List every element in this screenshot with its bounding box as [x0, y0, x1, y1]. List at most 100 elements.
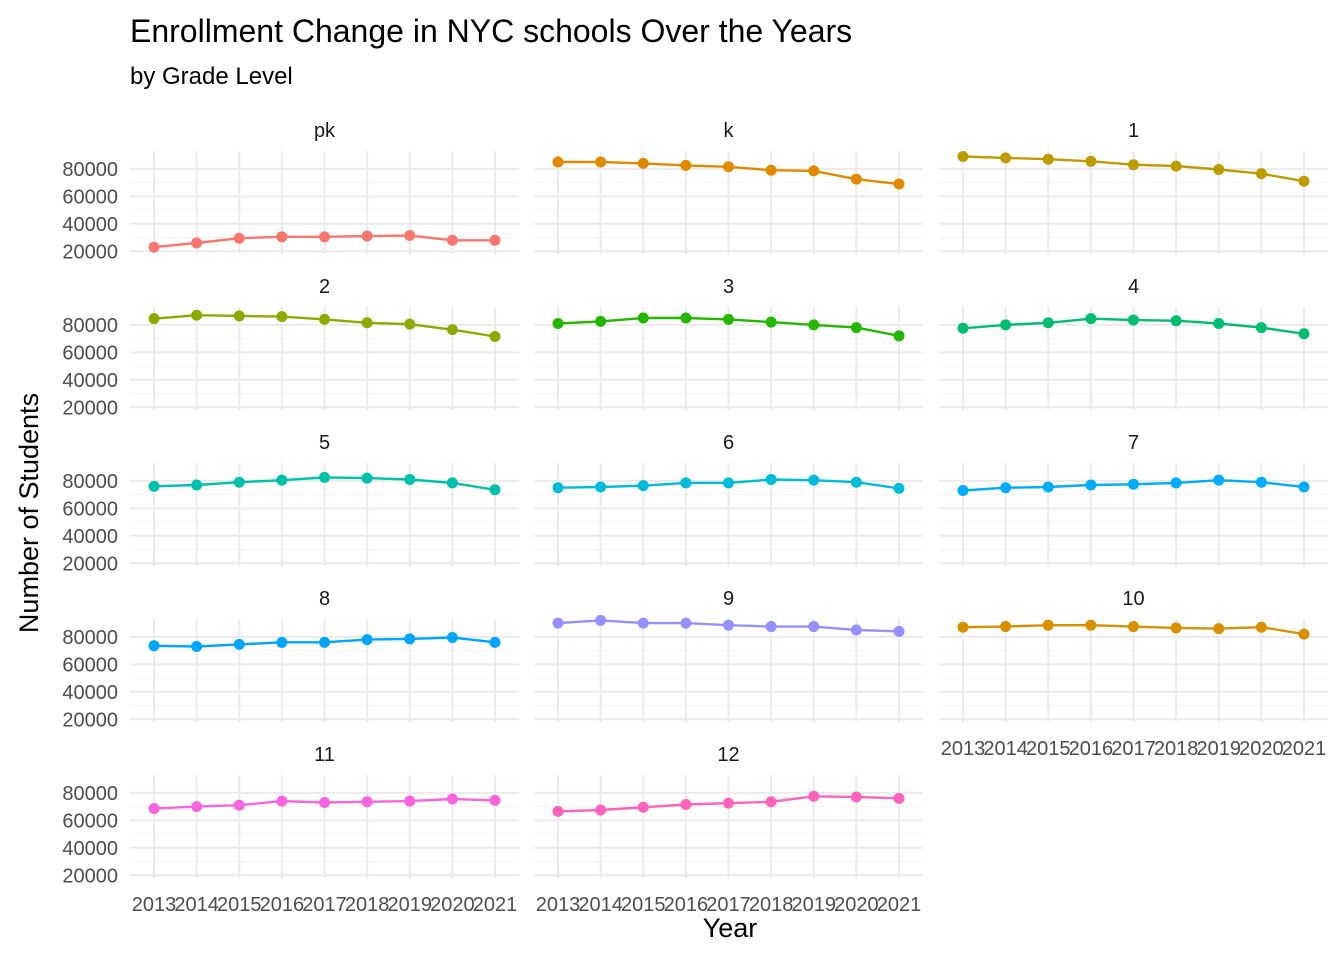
data-point: [404, 318, 416, 330]
facet-label: 7: [1128, 432, 1139, 454]
y-tick-label: 80000: [62, 159, 118, 181]
x-tick-label: 2021: [877, 894, 922, 916]
facet-panel-4: 4: [939, 276, 1328, 410]
data-point: [276, 636, 288, 648]
facet-panel-5: 5 20000 40000 60000 80000: [62, 432, 519, 575]
data-point: [1085, 479, 1097, 491]
facet-label: 5: [319, 432, 330, 454]
data-point: [765, 621, 777, 633]
data-point: [361, 796, 373, 808]
x-tick-label: 2020: [430, 894, 475, 916]
y-tick-label: 60000: [62, 498, 118, 520]
x-tick-label: 2018: [749, 894, 794, 916]
data-point: [680, 477, 692, 489]
data-point: [233, 232, 245, 244]
data-point: [489, 234, 501, 246]
data-point: [850, 624, 862, 636]
data-point: [1170, 622, 1182, 634]
x-axis-title: Year: [703, 913, 758, 943]
data-point: [233, 476, 245, 488]
data-point: [489, 636, 501, 648]
data-point: [552, 805, 564, 817]
data-point: [446, 632, 458, 644]
data-point: [595, 156, 607, 168]
data-point: [552, 617, 564, 629]
data-point: [850, 173, 862, 185]
data-point: [957, 484, 969, 496]
x-tick-label: 2013: [941, 738, 986, 760]
x-tick-label: 2019: [1197, 738, 1242, 760]
data-point: [595, 804, 607, 816]
data-point: [1170, 160, 1182, 172]
facet-panel-7: 7: [939, 432, 1328, 566]
data-point: [1085, 619, 1097, 631]
facet-label: 8: [319, 588, 330, 610]
y-tick-label: 20000: [62, 241, 118, 263]
facet-panel-k: k: [534, 120, 923, 254]
x-tick-label: 2015: [217, 894, 262, 916]
data-point: [319, 796, 330, 808]
x-tick-label: 2017: [302, 894, 347, 916]
x-tick-label: 2015: [1026, 738, 1071, 760]
data-point: [595, 315, 607, 327]
data-point: [1128, 478, 1139, 490]
data-point: [637, 801, 649, 813]
data-point: [489, 331, 501, 343]
data-point: [1042, 481, 1054, 493]
data-point: [765, 473, 777, 485]
facet-panel-9: 9: [534, 588, 923, 722]
data-point: [1085, 313, 1097, 325]
data-point: [191, 640, 203, 652]
data-point: [276, 231, 288, 243]
data-point: [552, 156, 564, 168]
data-point: [319, 471, 330, 483]
data-point: [1255, 476, 1267, 488]
data-point: [765, 796, 777, 808]
facet-panel-1: 1: [939, 120, 1328, 254]
data-point: [1298, 175, 1310, 187]
facet-label: 10: [1122, 588, 1144, 610]
x-tick-label: 2016: [260, 894, 305, 916]
facet-label: 3: [723, 276, 734, 298]
x-tick-label: 2020: [834, 894, 879, 916]
data-point: [1000, 621, 1012, 633]
data-point: [191, 237, 203, 249]
data-point: [1213, 317, 1225, 329]
data-point: [404, 795, 416, 807]
data-point: [1213, 623, 1225, 635]
data-point: [489, 484, 501, 496]
data-point: [1213, 164, 1225, 176]
facet-label: pk: [314, 120, 336, 142]
data-point: [723, 161, 734, 173]
data-point: [404, 473, 416, 485]
data-point: [680, 799, 692, 811]
data-point: [1000, 482, 1012, 494]
y-tick-label: 40000: [62, 526, 118, 548]
data-point: [1042, 619, 1054, 631]
facet-label: k: [724, 120, 735, 142]
x-tick-label: 2013: [536, 894, 581, 916]
data-point: [808, 790, 820, 802]
data-point: [191, 479, 203, 491]
data-point: [446, 477, 458, 489]
x-tick-label: 2018: [1154, 738, 1199, 760]
x-tick-label: 2014: [578, 894, 623, 916]
data-point: [893, 482, 905, 494]
data-point: [1298, 481, 1310, 493]
y-tick-label: 80000: [62, 315, 118, 337]
y-tick-label: 20000: [62, 709, 118, 731]
data-point: [850, 322, 862, 334]
data-point: [148, 803, 160, 815]
data-point: [1042, 153, 1054, 165]
data-point: [723, 313, 734, 325]
data-point: [595, 614, 607, 626]
data-point: [1000, 152, 1012, 164]
x-tick-label: 2019: [792, 894, 837, 916]
data-point: [404, 229, 416, 241]
data-point: [1000, 319, 1012, 331]
facet-label: 9: [723, 588, 734, 610]
data-point: [1170, 315, 1182, 327]
